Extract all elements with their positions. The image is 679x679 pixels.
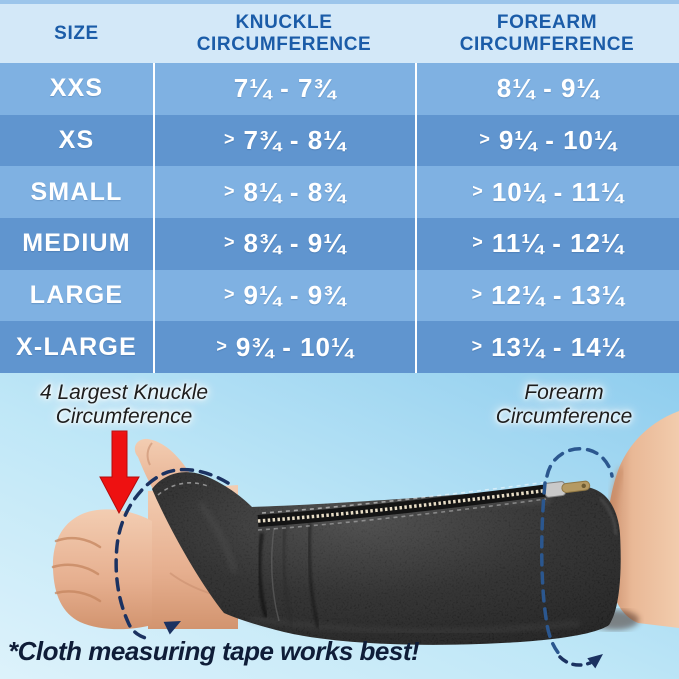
knuckle-range: 9¼ - 9¾ bbox=[243, 280, 346, 311]
knuckle-cell: >8¼ - 8¾ bbox=[153, 166, 415, 219]
top-border-strip bbox=[0, 0, 679, 4]
header-size: SIZE bbox=[54, 22, 99, 44]
table-row-large: LARGE >9¼ - 9¾ >12¼ - 13¼ bbox=[0, 269, 679, 322]
table-row-medium: MEDIUM >8¾ - 9¼ >11¼ - 12¼ bbox=[0, 218, 679, 270]
table-row-xs: XS >7¾ - 8¼ >9¼ - 10¼ bbox=[0, 114, 679, 167]
gauntlet-photo-illustration bbox=[0, 373, 679, 679]
forearm-measure-dashed-line bbox=[540, 481, 562, 657]
table-header-row: SIZE KNUCKLE CIRCUMFERENCE FOREARM CIRCU… bbox=[0, 4, 679, 63]
table-body: XXS 7¼ - 7¾ 8¼ - 9¼ XS >7¾ - 8¼ >9¼ - 10… bbox=[0, 63, 679, 374]
forearm-cell: >10¼ - 11¼ bbox=[415, 166, 679, 219]
table-row-xxs: XXS 7¼ - 7¾ 8¼ - 9¼ bbox=[0, 63, 679, 115]
greater-than-sign: > bbox=[471, 284, 484, 305]
greater-than-sign: > bbox=[224, 180, 236, 201]
greater-than-sign: > bbox=[471, 335, 484, 356]
table-row-x-large: X-LARGE >9¾ - 10¼ >13¼ - 14¼ bbox=[0, 321, 679, 374]
zipper-slider bbox=[544, 480, 591, 498]
knuckle-range: 8¾ - 9¼ bbox=[243, 228, 346, 259]
forearm-range: 12¼ - 13¼ bbox=[491, 280, 625, 311]
greater-than-sign: > bbox=[472, 180, 484, 201]
leather-sheen bbox=[197, 501, 238, 574]
leather-wrinkle-highlight bbox=[270, 527, 280, 622]
size-cell: LARGE bbox=[29, 281, 124, 310]
finger-crease bbox=[51, 563, 100, 576]
knuckle-range: 7¾ - 8¼ bbox=[243, 125, 346, 155]
forearm-annotation-line2: Circumference bbox=[495, 404, 633, 428]
greater-than-sign: > bbox=[479, 129, 491, 149]
size-cell: MEDIUM bbox=[22, 229, 131, 258]
forearm-annotation-label: Forearm Circumference bbox=[448, 381, 679, 428]
forearm-range: 9¼ - 10¼ bbox=[498, 125, 617, 155]
fist bbox=[52, 509, 152, 630]
knuckle-annotation-line2: Circumference bbox=[55, 404, 193, 428]
forearm-range: 13¼ - 14¼ bbox=[491, 331, 625, 362]
forearm-cell: >11¼ - 12¼ bbox=[415, 218, 679, 270]
knuckle-cell: >9¼ - 9¾ bbox=[153, 269, 415, 322]
greater-than-sign: > bbox=[216, 335, 228, 356]
forearm-measure-top-arc bbox=[545, 447, 614, 478]
leather-wrinkle bbox=[282, 522, 294, 626]
wrist-crease bbox=[169, 572, 213, 595]
forearm-range: 11¼ - 12¼ bbox=[491, 228, 624, 259]
size-cell: XXS bbox=[49, 74, 104, 103]
hand-stitching bbox=[157, 482, 211, 496]
forearm-cell: >9¼ - 10¼ bbox=[415, 114, 679, 167]
product-photo bbox=[0, 373, 679, 679]
knuckle-cell: >9¾ - 10¼ bbox=[153, 321, 415, 374]
forearm-range: 10¼ - 11¼ bbox=[491, 176, 624, 207]
size-cell: XS bbox=[58, 126, 95, 154]
greater-than-sign: > bbox=[224, 284, 236, 305]
header-forearm-circumference: FOREARM CIRCUMFERENCE bbox=[459, 12, 635, 55]
end-cap-highlight bbox=[598, 496, 618, 536]
leather-wrinkle bbox=[307, 522, 320, 629]
leather-sheen bbox=[249, 615, 581, 634]
upper-arm bbox=[606, 411, 679, 628]
forearm-measure-bottom-arc bbox=[558, 655, 592, 667]
knuckle-range: 7¼ - 7¾ bbox=[233, 73, 337, 104]
greater-than-sign: > bbox=[224, 129, 236, 149]
zipper-band bbox=[257, 484, 551, 527]
knuckle-cell: >7¾ - 8¼ bbox=[153, 114, 415, 167]
knuckle-cell: >8¾ - 9¼ bbox=[153, 218, 415, 270]
greater-than-sign: > bbox=[472, 232, 484, 253]
leather-wrinkle bbox=[257, 532, 268, 618]
thumb-crease bbox=[146, 442, 153, 466]
finger-crease bbox=[54, 536, 102, 549]
header-knuckle-circumference: KNUCKLE CIRCUMFERENCE bbox=[196, 12, 372, 55]
forearm-range: 8¼ - 9¼ bbox=[496, 73, 600, 104]
table-row-small: SMALL >8¼ - 8¾ >10¼ - 11¼ bbox=[0, 166, 679, 219]
size-table: SIZE KNUCKLE CIRCUMFERENCE FOREARM CIRCU… bbox=[0, 4, 679, 374]
knuckle-cell: 7¼ - 7¾ bbox=[153, 63, 415, 115]
red-down-arrow-icon bbox=[99, 430, 140, 515]
finger-crease bbox=[54, 590, 102, 603]
forearm-cell: >13¼ - 14¼ bbox=[415, 321, 679, 374]
knuckle-range: 9¾ - 10¼ bbox=[235, 331, 354, 362]
size-cell: X-LARGE bbox=[16, 332, 137, 361]
knuckle-measure-arrowhead-icon bbox=[163, 621, 181, 635]
knuckle-range: 8¼ - 8¾ bbox=[243, 176, 346, 207]
greater-than-sign: > bbox=[224, 232, 236, 253]
forearm-cell: >12¼ - 13¼ bbox=[415, 269, 679, 322]
size-cell: SMALL bbox=[30, 177, 123, 206]
forearm-measure-arrowhead-icon bbox=[587, 654, 603, 669]
forearm-cell: 8¼ - 9¼ bbox=[415, 63, 679, 115]
forearm-annotation-line1: Forearm bbox=[524, 381, 604, 404]
knuckle-measure-dashed-line bbox=[114, 467, 230, 640]
measuring-tape-footnote: *Cloth measuring tape works best! bbox=[8, 636, 420, 666]
knuckle-annotation-line1: 4 Largest Knuckle bbox=[39, 381, 209, 404]
knuckle-annotation-label: 4 Largest Knuckle Circumference bbox=[8, 381, 240, 428]
